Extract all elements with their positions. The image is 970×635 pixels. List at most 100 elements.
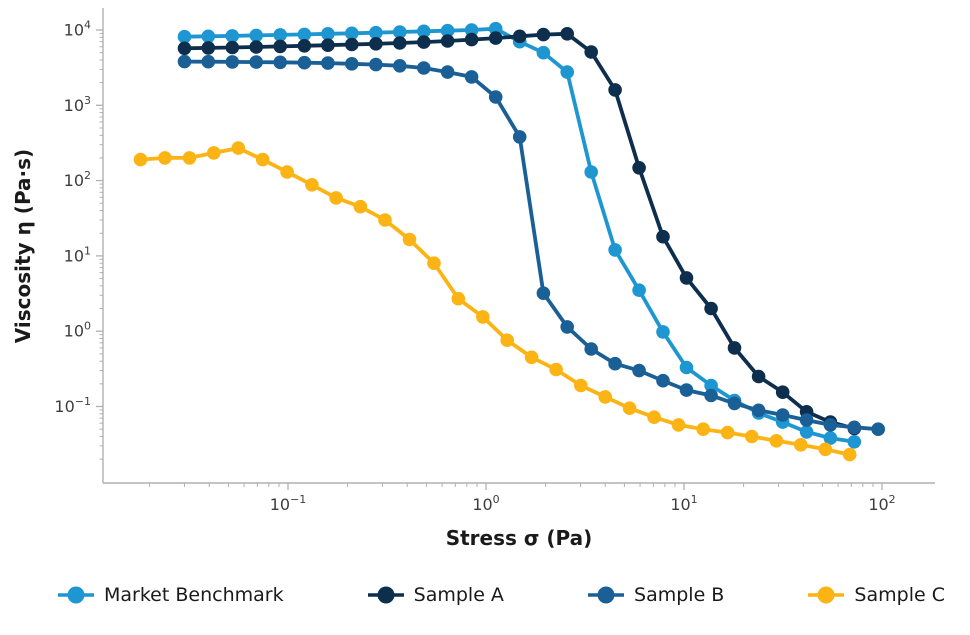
data-point-sample-c (647, 410, 661, 425)
data-point-sample-c (696, 422, 710, 437)
data-point-market-benchmark (393, 25, 407, 39)
data-point-sample-b (679, 383, 694, 397)
y-tick-label: 104 (64, 19, 91, 40)
data-point-sample-b (273, 55, 288, 70)
data-point-sample-a (440, 34, 455, 48)
data-point-market-benchmark (249, 28, 263, 43)
data-point-market-benchmark (847, 435, 862, 449)
data-point-sample-c (255, 152, 270, 167)
data-point-sample-c (842, 447, 857, 462)
data-point-sample-b (321, 56, 335, 70)
data-point-market-benchmark (584, 165, 598, 179)
data-point-sample-a (369, 37, 383, 51)
data-point-sample-c (720, 425, 735, 440)
data-point-sample-b (177, 54, 192, 69)
data-point-sample-b (440, 65, 455, 79)
data-point-market-benchmark (823, 431, 838, 445)
data-point-sample-c (378, 213, 392, 227)
data-point-market-benchmark (201, 29, 216, 44)
data-point-sample-a (608, 83, 622, 97)
legend-marker-sample-a (367, 586, 404, 604)
legend-marker-sample-b (588, 586, 625, 604)
series-market-benchmark (177, 21, 862, 449)
data-point-sample-c (818, 442, 833, 457)
legend-label-sample-a: Sample A (413, 584, 504, 606)
data-point-sample-a (536, 27, 551, 42)
legend-label-sample-c: Sample C (854, 584, 945, 606)
data-point-sample-c (451, 291, 466, 306)
data-point-sample-a (488, 31, 503, 45)
data-point-sample-b (417, 61, 431, 75)
data-point-sample-a (584, 45, 598, 59)
data-point-sample-c (207, 146, 221, 160)
data-point-market-benchmark (679, 360, 694, 375)
data-point-sample-c (549, 362, 563, 377)
data-point-sample-b (536, 286, 551, 301)
data-point-market-benchmark (560, 65, 574, 79)
data-point-sample-b (751, 403, 766, 418)
data-point-market-benchmark (297, 27, 312, 42)
data-point-sample-b (823, 418, 838, 432)
data-point-market-benchmark (369, 25, 383, 40)
y-tick-label: 102 (64, 169, 91, 190)
data-point-sample-b (225, 55, 240, 69)
data-point-sample-b (297, 55, 312, 70)
data-point-sample-c (574, 378, 588, 393)
series-sample-c (133, 141, 857, 462)
data-point-sample-b (799, 413, 814, 427)
data-point-market-benchmark (608, 243, 622, 257)
data-point-sample-c (329, 191, 343, 205)
y-tick-label: 10−1 (54, 395, 91, 416)
data-point-sample-a (560, 27, 574, 41)
data-point-sample-a (321, 38, 335, 52)
data-point-market-benchmark (464, 23, 479, 37)
data-point-sample-a (297, 39, 312, 53)
data-point-sample-c (280, 165, 294, 179)
data-point-sample-b (249, 55, 263, 69)
data-point-sample-a (273, 39, 288, 54)
data-point-sample-b (727, 396, 742, 411)
data-point-sample-b (345, 57, 359, 71)
data-point-market-benchmark (345, 26, 359, 41)
data-point-sample-b (464, 70, 479, 84)
data-point-sample-c (671, 418, 686, 432)
data-point-sample-c (133, 152, 148, 167)
series-line-sample-c (138, 146, 852, 457)
data-point-sample-b (584, 342, 598, 356)
data-point-market-benchmark (177, 29, 192, 44)
data-point-market-benchmark (488, 21, 503, 36)
data-point-sample-b (632, 363, 646, 378)
x-tick-label: 101 (670, 493, 697, 514)
data-point-sample-a (249, 40, 263, 54)
series-sample-a (177, 27, 862, 436)
y-tick-label: 101 (64, 244, 91, 265)
data-point-sample-b (656, 373, 670, 388)
data-point-sample-b (560, 320, 574, 334)
x-tick-label: 102 (868, 493, 895, 514)
data-point-market-benchmark (417, 24, 431, 39)
data-point-sample-c (353, 199, 368, 214)
y-axis-label: Viscosity η (Pa·s) (11, 149, 35, 343)
data-point-sample-a (393, 36, 407, 50)
data-point-sample-a (679, 271, 694, 285)
data-point-sample-a (201, 41, 216, 55)
data-point-sample-a (345, 37, 359, 52)
data-point-sample-c (476, 310, 490, 324)
legend-label-sample-b: Sample B (634, 584, 725, 606)
viscosity-vs-stress-chart: 10−1 100 101 102 104 103 102 101 100 10−1 Stress … (11, 8, 935, 550)
x-tick-label: 10−1 (270, 493, 307, 514)
data-point-sample-b (512, 130, 527, 144)
data-point-sample-a (632, 161, 646, 175)
legend-marker-sample-c (808, 586, 845, 604)
data-point-sample-c (524, 350, 539, 365)
data-point-sample-c (182, 151, 197, 165)
data-point-sample-c (402, 232, 417, 247)
data-point-sample-b (704, 388, 718, 403)
data-point-market-benchmark (536, 45, 551, 60)
data-point-sample-b (393, 59, 407, 73)
data-point-market-benchmark (656, 325, 670, 339)
data-point-sample-c (305, 178, 319, 192)
x-tick-label: 100 (472, 493, 499, 514)
legend-marker-market-benchmark (58, 586, 94, 604)
